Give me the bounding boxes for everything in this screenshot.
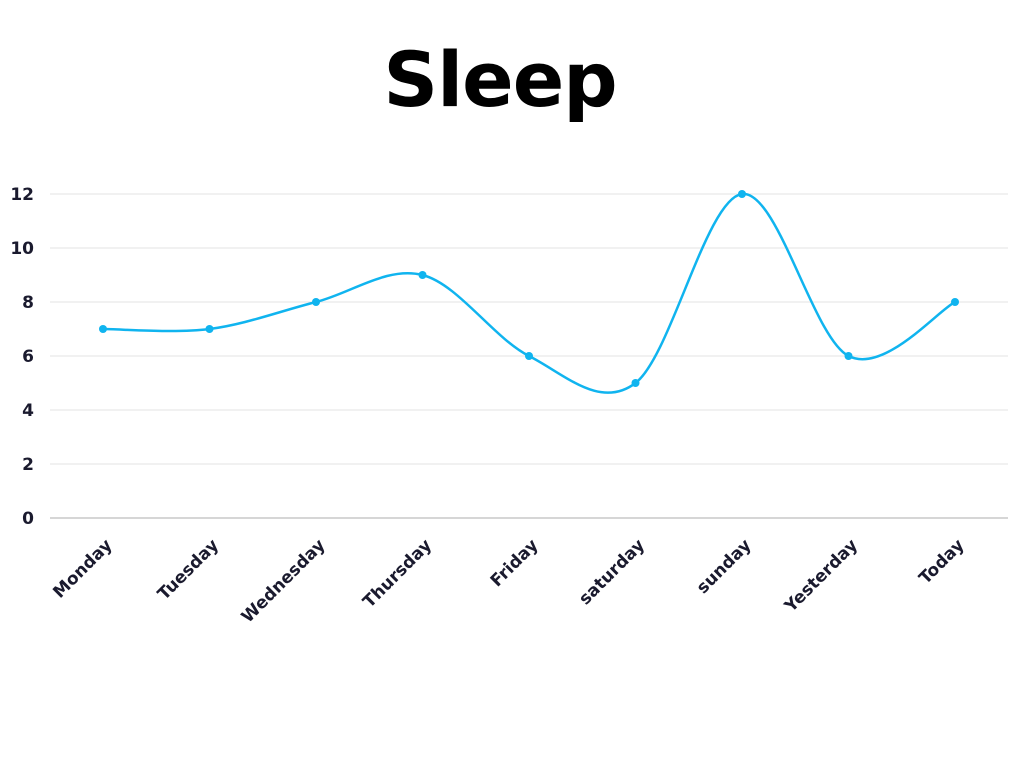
x-tick-label: Friday [487,535,543,591]
series-line [101,192,957,394]
x-tick-label: Monday [49,535,116,602]
x-tick-label: Tuesday [154,535,223,604]
x-tick-label: Yesterday [780,535,862,617]
chart-title: Sleep [383,35,617,124]
data-point-sunday [738,190,746,198]
x-axis: Monday Tuesday Wednesday Thursday Friday satu… [49,535,968,627]
series-layer [99,190,959,394]
data-point-today [951,298,959,306]
data-point-tuesday [205,325,214,333]
x-tick-label: sunday [693,535,756,598]
data-point-thursday [418,271,427,279]
data-point-saturday [631,379,640,387]
grid-lines [50,193,1008,519]
x-tick-label: Today [915,535,968,588]
y-tick-label: 8 [22,293,34,313]
x-tick-label: saturday [575,535,649,609]
y-tick-label: 4 [22,401,34,421]
y-tick-label: 0 [22,509,34,529]
data-point-wednesday [312,298,320,306]
y-tick-label: 10 [10,239,34,259]
y-tick-label: 6 [22,347,34,367]
y-tick-label: 2 [22,455,34,475]
data-point-friday [525,352,533,360]
y-tick-label: 12 [10,185,34,205]
data-point-monday [99,325,107,333]
x-tick-label: Wednesday [238,535,330,627]
x-tick-label: Thursday [359,535,436,612]
data-point-yesterday [844,352,853,360]
y-axis: 0 2 4 6 8 10 12 [10,185,34,529]
